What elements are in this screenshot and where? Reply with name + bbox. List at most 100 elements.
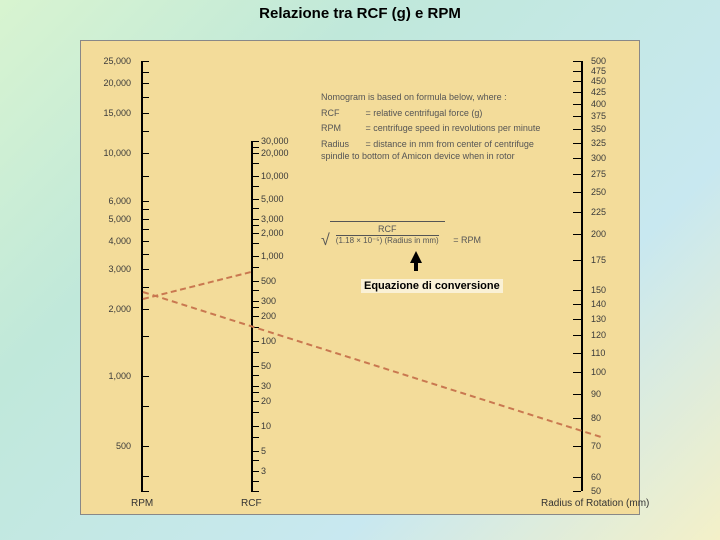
arrow-stem	[414, 261, 418, 271]
scale-radius-tick	[573, 192, 581, 193]
scale-rcf-tick	[251, 451, 259, 452]
scale-rpm-name: RPM	[131, 498, 153, 509]
formula-fraction: RCF (1.18 × 10⁻⁵) (Radius in mm)	[330, 221, 445, 245]
scale-rcf-name: RCF	[241, 498, 262, 509]
scale-radius-label: 60	[591, 472, 601, 482]
desc-rpm: RPM = centrifuge speed in revolutions pe…	[321, 122, 561, 135]
scale-rpm-tick	[141, 254, 149, 255]
scale-rpm-label: 3,000	[108, 264, 131, 274]
scale-rcf-tick	[251, 141, 259, 142]
desc-radius-label: Radius	[321, 138, 363, 151]
scale-rcf-tick	[251, 366, 259, 367]
scale-rcf-tick	[251, 163, 259, 164]
scale-rcf-tick	[251, 460, 259, 461]
scale-radius-label: 250	[591, 187, 606, 197]
scale-rpm-tick	[141, 97, 149, 98]
scale-radius-tick	[573, 81, 581, 82]
guide-line	[143, 271, 251, 300]
scale-rcf-label: 20,000	[261, 148, 289, 158]
scale-rcf-tick	[251, 176, 259, 177]
scale-rcf-label: 5,000	[261, 194, 284, 204]
scale-rpm-label: 20,000	[103, 78, 131, 88]
scale-rcf-label: 10,000	[261, 171, 289, 181]
scale-radius-tick	[573, 116, 581, 117]
scale-rpm-tick	[141, 229, 149, 230]
scale-rcf-label: 5	[261, 446, 266, 456]
scale-radius-tick	[573, 319, 581, 320]
scale-rcf-tick	[251, 199, 259, 200]
scale-radius-name: Radius of Rotation (mm)	[541, 498, 701, 509]
scale-radius-tick	[573, 394, 581, 395]
scale-radius-label: 80	[591, 413, 601, 423]
scale-rcf-tick	[251, 267, 259, 268]
scale-radius-label: 500	[591, 56, 606, 66]
scale-rcf-tick	[251, 147, 259, 148]
scale-radius-tick	[573, 260, 581, 261]
scale-rpm-tick	[141, 83, 149, 84]
page-title: Relazione tra RCF (g) e RPM	[0, 5, 720, 22]
scale-rcf-label: 30	[261, 381, 271, 391]
scale-rcf-tick	[251, 219, 259, 220]
scale-rcf-tick	[251, 412, 259, 413]
scale-radius-tick	[573, 372, 581, 373]
scale-rcf-tick	[251, 341, 259, 342]
scale-radius-label: 70	[591, 441, 601, 451]
scale-radius-tick	[573, 129, 581, 130]
scale-rpm-tick	[141, 153, 149, 154]
scale-radius-label: 225	[591, 207, 606, 217]
scale-radius-tick	[573, 212, 581, 213]
desc-rpm-label: RPM	[321, 122, 363, 135]
guide-line	[143, 291, 602, 438]
scale-radius-tick	[573, 104, 581, 105]
scale-radius-tick	[573, 304, 581, 305]
scale-rcf-tick	[251, 481, 259, 482]
scale-rpm-label: 4,000	[108, 236, 131, 246]
scale-rpm-tick	[141, 131, 149, 132]
desc-rcf: RCF = relative centrifugal force (g)	[321, 107, 561, 120]
scale-rpm-tick	[141, 269, 149, 270]
scale-rpm-label: 500	[116, 441, 131, 451]
scale-rpm-label: 15,000	[103, 108, 131, 118]
scale-radius-tick	[573, 174, 581, 175]
scale-radius-label: 90	[591, 389, 601, 399]
scale-rcf-tick	[251, 316, 259, 317]
scale-radius-label: 175	[591, 255, 606, 265]
scale-rcf-tick	[251, 375, 259, 376]
scale-radius-tick	[573, 143, 581, 144]
scale-rpm-tick	[141, 406, 149, 407]
scale-radius-tick	[573, 335, 581, 336]
conversion-annotation: Equazione di conversione	[361, 279, 503, 293]
scale-radius-label: 425	[591, 87, 606, 97]
scale-rpm-tick	[141, 336, 149, 337]
scale-radius-label: 120	[591, 330, 606, 340]
scale-rcf-label: 3,000	[261, 214, 284, 224]
scale-rpm-label: 1,000	[108, 371, 131, 381]
desc-rcf-def: = relative centrifugal force (g)	[366, 108, 483, 118]
scale-rpm-label: 25,000	[103, 56, 131, 66]
scale-rpm-tick	[141, 241, 149, 242]
scale-rcf-tick	[251, 301, 259, 302]
scale-rcf-tick	[251, 281, 259, 282]
scale-rcf-tick	[251, 352, 259, 353]
scale-rcf-tick	[251, 243, 259, 244]
scale-radius-label: 350	[591, 124, 606, 134]
scale-rcf-tick	[251, 386, 259, 387]
scale-radius-label: 275	[591, 169, 606, 179]
scale-radius-label: 100	[591, 367, 606, 377]
scale-radius-label: 110	[591, 348, 605, 358]
scale-radius-axis	[581, 61, 583, 491]
scale-radius-label: 200	[591, 229, 606, 239]
scale-rpm-tick	[141, 287, 149, 288]
scale-rcf-label: 10	[261, 421, 271, 431]
scale-radius-label: 325	[591, 138, 606, 148]
scale-radius-label: 50	[591, 486, 601, 496]
formula: √ RCF (1.18 × 10⁻⁵) (Radius in mm) = RPM	[321, 221, 521, 250]
scale-radius-tick	[573, 158, 581, 159]
scale-rcf-tick	[251, 256, 259, 257]
scale-rpm-label: 10,000	[103, 148, 131, 158]
scale-rpm-label: 6,000	[108, 196, 131, 206]
scale-radius-tick	[573, 61, 581, 62]
scale-rcf-label: 3	[261, 466, 266, 476]
scale-rpm-tick	[141, 72, 149, 73]
scale-rcf-label: 1,000	[261, 251, 284, 261]
